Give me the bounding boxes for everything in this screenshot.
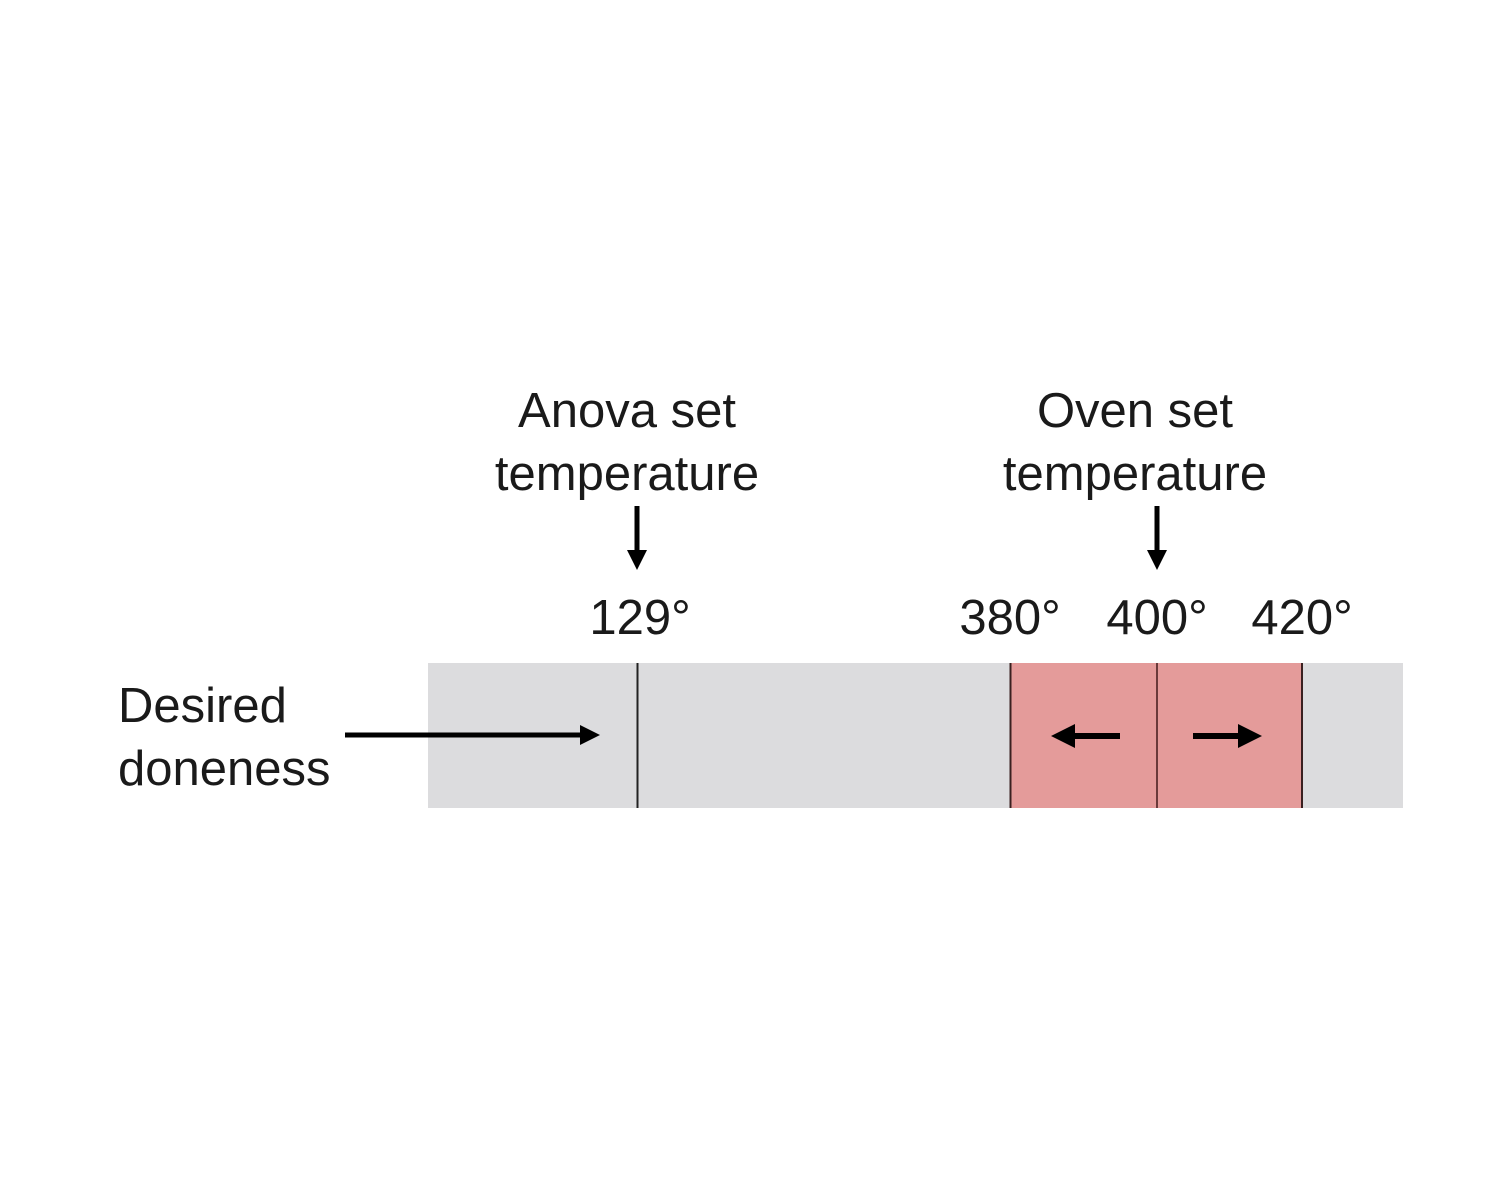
anova-label-line1: Anova set — [518, 384, 736, 438]
oven-set-temp-label: 400° — [1106, 591, 1207, 645]
oven-low-temp-label: 380° — [959, 591, 1060, 645]
oven-label-line2: temperature — [1003, 447, 1267, 501]
oven-label-line1: Oven set — [1037, 384, 1233, 438]
anova-label-line2: temperature — [495, 447, 759, 501]
oven-high-temp-label: 420° — [1251, 591, 1352, 645]
doneness-label-line2: doneness — [118, 742, 331, 796]
anova-temp-label: 129° — [589, 591, 690, 645]
doneness-label-line1: Desired — [118, 679, 287, 733]
